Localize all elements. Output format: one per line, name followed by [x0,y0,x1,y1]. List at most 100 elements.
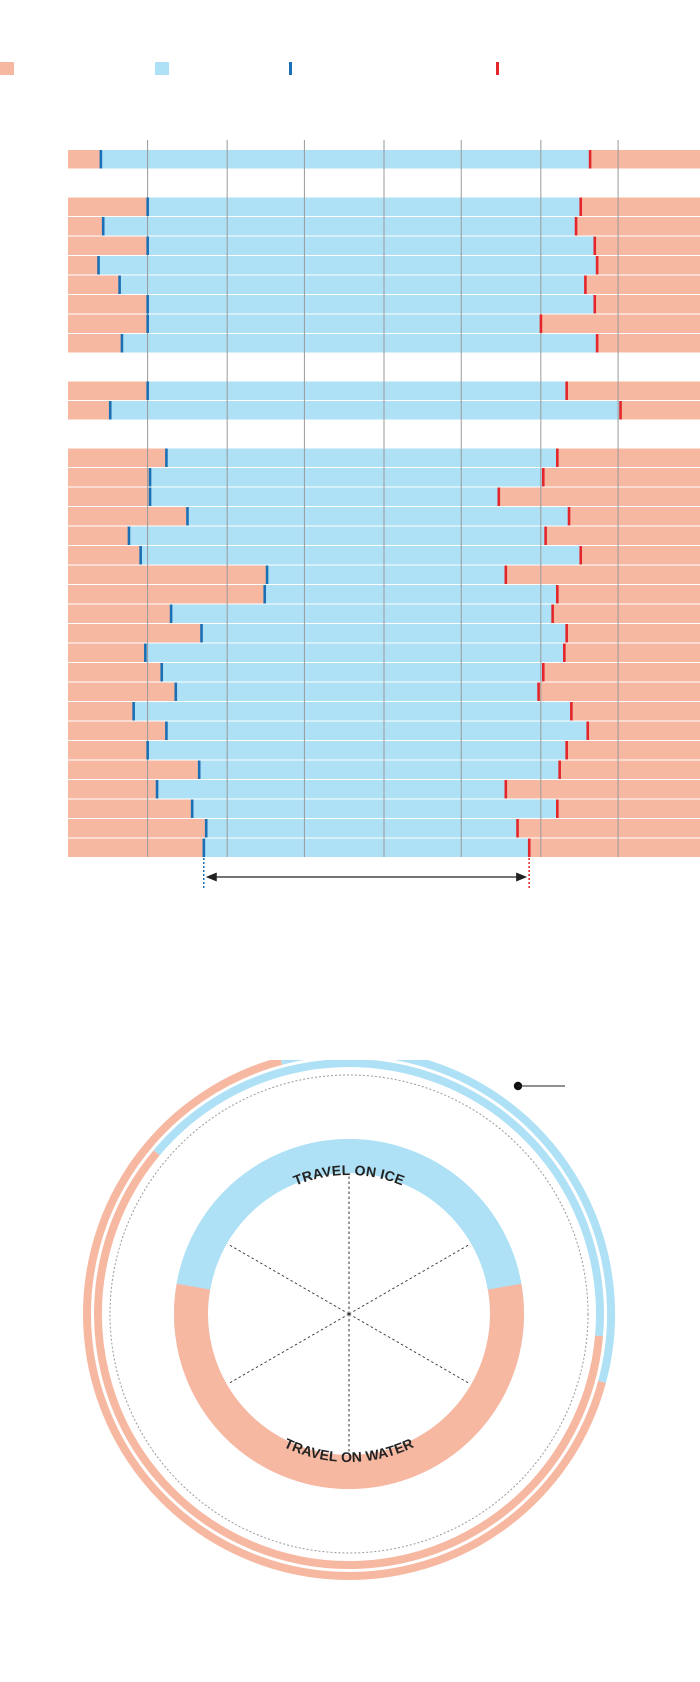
open-water-after-bar [538,682,700,701]
breakup-marker [504,565,508,584]
timeline-row [68,741,700,760]
breakup-marker [595,334,599,353]
open-water-after-bar [580,546,700,565]
open-water-before-bar [68,624,202,643]
freeze-marker [146,236,149,255]
breakup-marker [619,401,622,420]
freeze-marker [99,150,103,169]
freeze-marker [190,799,194,818]
open-water-before-bar [68,565,267,584]
freeze-marker [148,487,152,506]
breakup-marker [565,741,568,760]
timeline-row [68,334,700,353]
spoke-line [348,1243,471,1315]
ice-cover-bar [147,197,581,216]
timeline-row [68,604,700,623]
breakup-marker [541,663,545,682]
breakup-marker [556,585,559,604]
season-segment-ice [176,1139,522,1290]
freeze-marker [118,275,121,294]
open-water-before-bar [68,150,101,169]
ice-timeline-chart [0,62,700,890]
annual-ring-chart: TRAVEL ON ICE TRAVEL ON WATER [83,1060,615,1580]
open-water-after-bar [552,604,700,623]
ring-callouts [513,1081,565,1091]
outer-ring-ice-inner [153,1060,604,1337]
ice-cover-bar [166,448,558,467]
timeline-row [68,585,700,604]
timeline-row [68,507,700,526]
legend-swatch-water [0,62,14,75]
breakup-marker [574,217,578,236]
breakup-marker [527,838,531,857]
open-water-before-bar [68,838,204,857]
breakup-marker [551,604,554,623]
timeline-row [68,197,700,216]
open-water-before-bar [68,721,167,740]
open-water-before-bar [68,217,104,236]
open-water-after-bar [571,702,700,721]
open-water-before-bar [68,760,200,779]
gridlines [147,140,619,857]
timeline-row [68,487,700,506]
open-water-after-bar [597,256,700,275]
ice-cover-bar [147,381,567,400]
timeline-row [68,624,700,643]
freeze-marker [132,702,135,721]
freeze-marker [146,295,149,314]
open-water-after-bar [589,150,700,169]
freeze-marker [146,197,149,216]
open-water-after-bar [575,217,700,236]
breakup-marker [556,799,559,818]
ice-cover-bar [149,487,499,506]
open-water-after-bar [587,721,700,740]
breakup-marker [595,256,599,275]
open-water-before-bar [68,381,148,400]
freeze-marker [202,838,206,857]
open-water-after-bar [594,236,700,255]
open-water-after-bar [540,314,700,333]
freeze-marker [186,507,189,526]
average-span-annotation [203,858,530,890]
breakup-marker [563,643,566,662]
ice-cover-bar [147,236,595,255]
open-water-before-bar [68,546,141,565]
open-water-after-bar [594,295,700,314]
open-water-before-bar [68,314,148,333]
ice-cover-bar [266,565,506,584]
timeline-row [68,381,700,400]
ice-cover-bar [175,682,539,701]
open-water-before-bar [68,585,265,604]
breakup-marker [584,275,587,294]
timeline-row [68,217,700,236]
open-water-before-bar [68,526,129,545]
open-water-before-bar [68,401,111,420]
span-arrowhead-right [516,872,528,882]
season-segment-water [176,1338,522,1489]
ice-cover-bar [133,702,572,721]
ice-cover-bar [145,643,565,662]
ice-cover-bar [147,314,541,333]
ice-cover-bar [147,295,595,314]
legend [0,62,499,75]
timeline-row [68,663,700,682]
ice-cover-bar [128,526,546,545]
freeze-marker [146,741,149,760]
open-water-after-bar [559,760,700,779]
freeze-marker [197,760,201,779]
ice-cover-bar [166,721,588,740]
open-water-after-bar [498,487,700,506]
open-water-before-bar [68,702,134,721]
ice-cover-bar [161,663,544,682]
breakup-marker [586,721,590,740]
ice-cover-bar [199,760,560,779]
timeline-row [68,760,700,779]
ice-cover-bar [100,150,590,169]
open-water-after-bar [505,780,700,799]
open-water-before-bar [68,275,120,294]
ice-cover-bar [98,256,598,275]
breakup-marker [565,381,568,400]
open-water-after-bar [543,663,700,682]
freeze-marker [200,624,203,643]
open-water-before-bar [68,468,150,487]
